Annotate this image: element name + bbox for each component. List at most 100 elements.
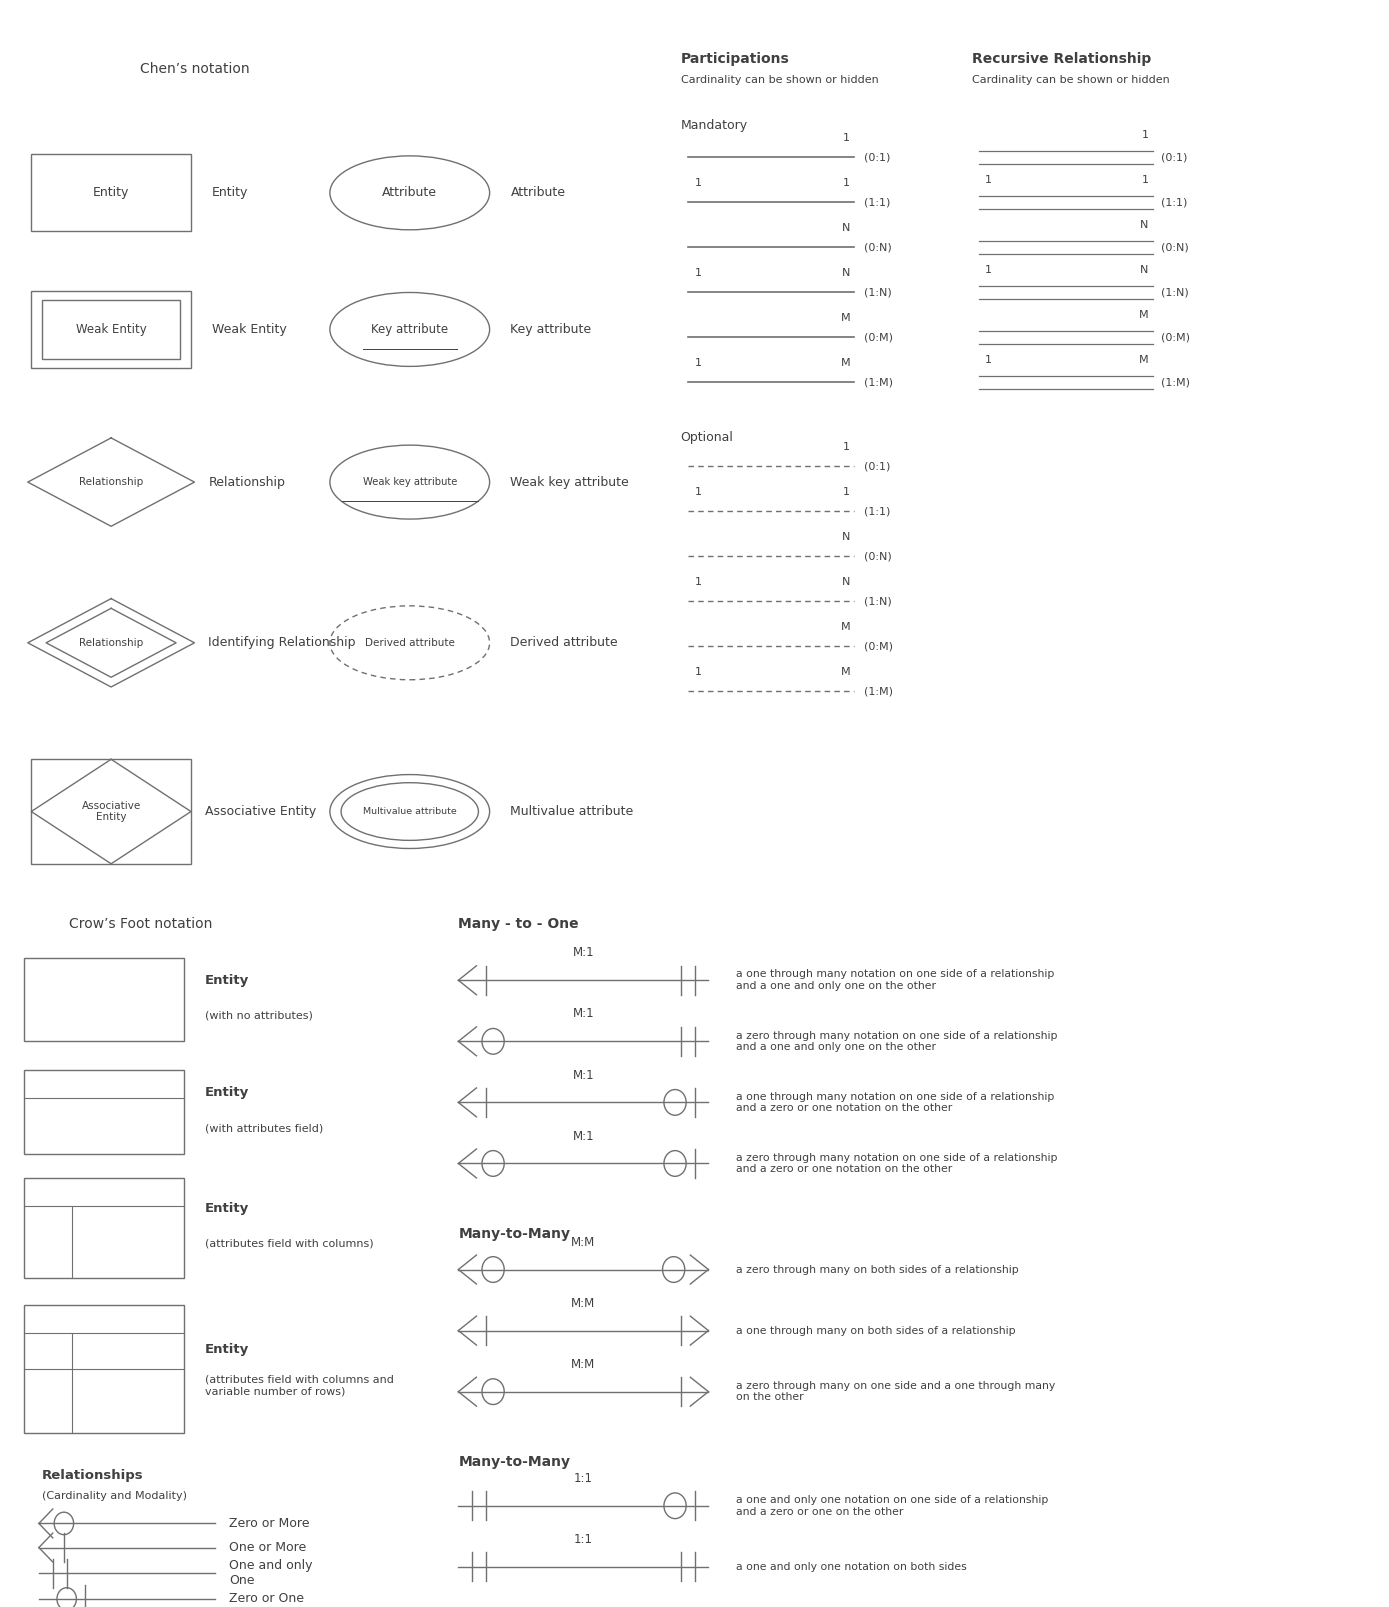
Text: 1:1: 1:1 xyxy=(574,1472,593,1485)
Text: One or More: One or More xyxy=(229,1541,307,1554)
Text: (0:N): (0:N) xyxy=(1161,243,1189,252)
Text: 1: 1 xyxy=(843,178,850,188)
Text: Chen’s notation: Chen’s notation xyxy=(140,63,249,76)
Text: Optional: Optional xyxy=(681,431,733,444)
Text: One and only
One: One and only One xyxy=(229,1559,313,1588)
Text: Identifying Relationship: Identifying Relationship xyxy=(208,636,356,649)
Ellipse shape xyxy=(331,292,489,366)
Text: Crow’s Foot notation: Crow’s Foot notation xyxy=(69,918,213,930)
Text: M: M xyxy=(840,313,850,323)
Text: M: M xyxy=(1139,355,1149,365)
Text: N: N xyxy=(842,223,850,233)
Text: Entity: Entity xyxy=(213,186,249,199)
Text: Relationship: Relationship xyxy=(79,477,143,487)
Text: Entity: Entity xyxy=(93,186,129,199)
Text: Attribute: Attribute xyxy=(511,186,565,199)
Text: N: N xyxy=(842,577,850,587)
Text: Multivalue attribute: Multivalue attribute xyxy=(363,807,457,816)
Text: Entity: Entity xyxy=(206,1343,249,1356)
Text: (0:M): (0:M) xyxy=(1161,333,1190,342)
Text: Many-to-Many: Many-to-Many xyxy=(458,1228,571,1241)
Text: Derived attribute: Derived attribute xyxy=(511,636,618,649)
Text: a one and only one notation on both sides: a one and only one notation on both side… xyxy=(736,1562,967,1572)
Text: 1: 1 xyxy=(985,175,992,185)
Text: (1:M): (1:M) xyxy=(864,686,893,696)
Text: (attributes field with columns and
variable number of rows): (attributes field with columns and varia… xyxy=(206,1374,393,1396)
Text: (attributes field with columns): (attributes field with columns) xyxy=(206,1239,374,1249)
Text: (0:1): (0:1) xyxy=(864,153,890,162)
Text: Cardinality can be shown or hidden: Cardinality can be shown or hidden xyxy=(972,76,1170,85)
Text: a zero through many notation on one side of a relationship
and a one and only on: a zero through many notation on one side… xyxy=(736,1030,1057,1053)
Text: (0:N): (0:N) xyxy=(864,243,892,252)
Ellipse shape xyxy=(331,606,489,680)
Text: (0:M): (0:M) xyxy=(864,641,893,651)
Text: a one through many on both sides of a relationship: a one through many on both sides of a re… xyxy=(736,1326,1015,1335)
Text: M:M: M:M xyxy=(571,1236,596,1249)
Text: (Cardinality and Modality): (Cardinality and Modality) xyxy=(42,1491,186,1501)
Text: M:1: M:1 xyxy=(572,947,594,959)
Text: Mandatory: Mandatory xyxy=(681,119,747,132)
Text: M:1: M:1 xyxy=(572,1008,594,1020)
Text: M: M xyxy=(1139,310,1149,320)
Text: Zero or More: Zero or More xyxy=(229,1517,310,1530)
Text: Associative Entity: Associative Entity xyxy=(206,805,317,818)
Text: N: N xyxy=(842,268,850,278)
Text: Relationships: Relationships xyxy=(42,1469,143,1482)
Text: a zero through many notation on one side of a relationship
and a zero or one not: a zero through many notation on one side… xyxy=(736,1152,1057,1175)
Text: Relationship: Relationship xyxy=(79,638,143,648)
Bar xyxy=(24,958,183,1041)
Text: 1: 1 xyxy=(843,442,850,452)
Text: Entity: Entity xyxy=(206,1086,249,1099)
Text: a zero through many on both sides of a relationship: a zero through many on both sides of a r… xyxy=(736,1265,1020,1274)
Text: (with attributes field): (with attributes field) xyxy=(206,1123,324,1133)
Text: (with no attributes): (with no attributes) xyxy=(206,1011,313,1020)
Text: M: M xyxy=(840,667,850,677)
Text: Recursive Relationship: Recursive Relationship xyxy=(972,53,1151,66)
Bar xyxy=(43,301,179,358)
Text: (0:N): (0:N) xyxy=(864,551,892,561)
Text: a one through many notation on one side of a relationship
and a one and only one: a one through many notation on one side … xyxy=(736,969,1054,992)
Text: Many - to - One: Many - to - One xyxy=(458,918,579,930)
Text: M: M xyxy=(840,358,850,368)
Text: Attribute: Attribute xyxy=(382,186,438,199)
Text: 1: 1 xyxy=(843,487,850,497)
Text: Weak key attribute: Weak key attribute xyxy=(363,477,457,487)
Text: (0:1): (0:1) xyxy=(864,461,890,471)
Text: 1: 1 xyxy=(985,355,992,365)
Text: Relationship: Relationship xyxy=(208,476,285,489)
Bar xyxy=(24,1178,183,1278)
Text: 1: 1 xyxy=(694,268,701,278)
Text: 1:1: 1:1 xyxy=(574,1533,593,1546)
Text: Entity: Entity xyxy=(206,1202,249,1215)
Text: a zero through many on one side and a one through many
on the other: a zero through many on one side and a on… xyxy=(736,1380,1056,1403)
Text: (1:N): (1:N) xyxy=(864,288,892,297)
Text: 1: 1 xyxy=(985,265,992,275)
Text: Multivalue attribute: Multivalue attribute xyxy=(511,805,633,818)
Bar xyxy=(31,759,192,865)
Text: (1:M): (1:M) xyxy=(864,378,893,387)
Text: Key attribute: Key attribute xyxy=(511,323,592,336)
Text: M:1: M:1 xyxy=(572,1069,594,1082)
Ellipse shape xyxy=(342,783,478,840)
Text: 1: 1 xyxy=(694,358,701,368)
Text: Derived attribute: Derived attribute xyxy=(365,638,454,648)
Text: 1: 1 xyxy=(694,487,701,497)
Text: Weak key attribute: Weak key attribute xyxy=(511,476,629,489)
Text: (1:1): (1:1) xyxy=(864,506,890,516)
Text: Many-to-Many: Many-to-Many xyxy=(458,1456,571,1469)
Text: N: N xyxy=(1140,220,1149,230)
Text: N: N xyxy=(842,532,850,542)
Text: 1: 1 xyxy=(1142,130,1149,140)
Text: (1:1): (1:1) xyxy=(1161,198,1188,207)
Bar xyxy=(24,1070,183,1154)
Text: Participations: Participations xyxy=(681,53,789,66)
Text: M:M: M:M xyxy=(571,1297,596,1310)
Text: (0:1): (0:1) xyxy=(1161,153,1188,162)
Bar xyxy=(24,1305,183,1433)
Text: (1:N): (1:N) xyxy=(1161,288,1189,297)
Text: Cardinality can be shown or hidden: Cardinality can be shown or hidden xyxy=(681,76,878,85)
Text: 1: 1 xyxy=(694,577,701,587)
Ellipse shape xyxy=(331,156,489,230)
Text: 1: 1 xyxy=(1142,175,1149,185)
Text: 1: 1 xyxy=(843,133,850,143)
